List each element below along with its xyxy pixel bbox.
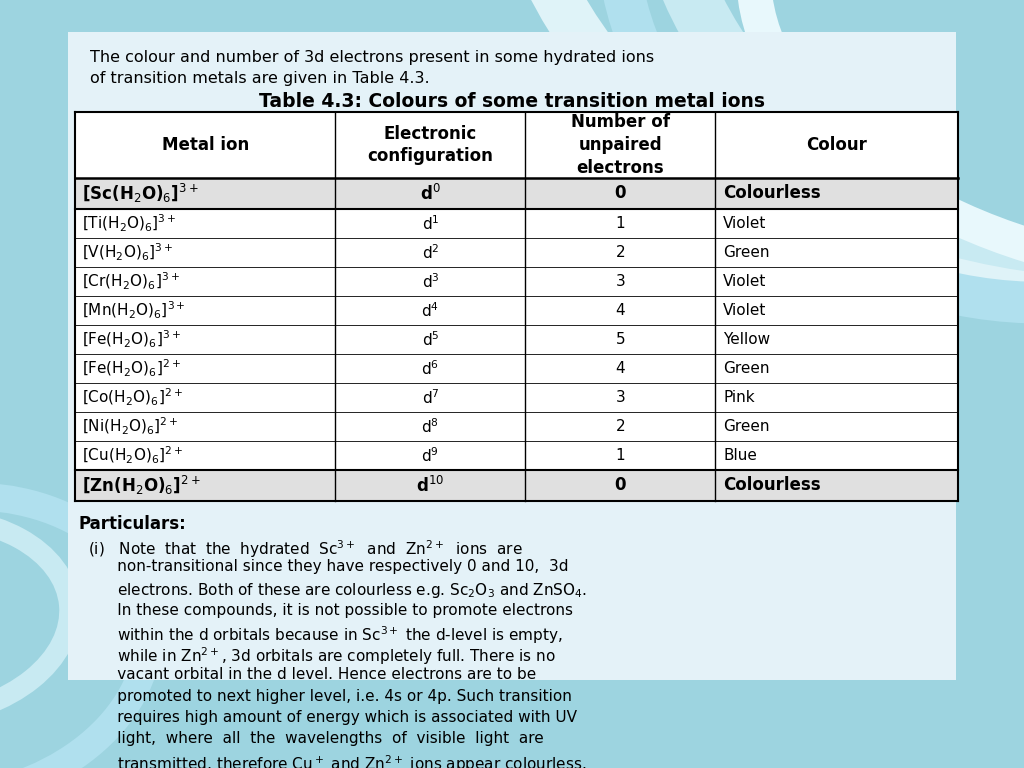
Text: requires high amount of energy which is associated with UV: requires high amount of energy which is … [88,710,577,725]
Text: [Ni(H$_2$O)$_6$]$^{2+}$: [Ni(H$_2$O)$_6$]$^{2+}$ [82,416,178,437]
Text: Violet: Violet [723,216,767,231]
Text: d$^{10}$: d$^{10}$ [417,475,444,495]
Text: 1: 1 [615,216,625,231]
Text: Colourless: Colourless [723,184,821,203]
Text: 4: 4 [615,303,625,318]
FancyBboxPatch shape [75,470,958,501]
Text: 3: 3 [615,390,625,405]
Text: Particulars:: Particulars: [78,515,185,533]
Text: 2: 2 [615,245,625,260]
Text: d$^4$: d$^4$ [422,301,439,319]
Text: d$^3$: d$^3$ [422,272,439,291]
FancyBboxPatch shape [75,178,958,209]
Text: Colourless: Colourless [723,476,821,495]
Text: Colour: Colour [806,136,867,154]
Text: [Sc(H$_2$O)$_6$]$^{3+}$: [Sc(H$_2$O)$_6$]$^{3+}$ [82,182,199,205]
Text: [Cr(H$_2$O)$_6$]$^{3+}$: [Cr(H$_2$O)$_6$]$^{3+}$ [82,271,180,292]
Text: [Ti(H$_2$O)$_6$]$^{3+}$: [Ti(H$_2$O)$_6$]$^{3+}$ [82,213,176,234]
Text: [Fe(H$_2$O)$_6$]$^{3+}$: [Fe(H$_2$O)$_6$]$^{3+}$ [82,329,181,350]
Text: 0: 0 [614,184,626,203]
FancyBboxPatch shape [75,112,958,501]
Text: electrons. Both of these are colourless e.g. Sc$_2$O$_3$ and ZnSO$_4$.: electrons. Both of these are colourless … [88,581,587,600]
Text: light,  where  all  the  wavelengths  of  visible  light  are: light, where all the wavelengths of visi… [88,731,544,746]
Text: promoted to next higher level, i.e. 4s or 4p. Such transition: promoted to next higher level, i.e. 4s o… [88,688,571,703]
Text: 4: 4 [615,361,625,376]
Text: within the d orbitals because in Sc$^{3+}$ the d-level is empty,: within the d orbitals because in Sc$^{3+… [88,624,563,646]
Text: [Fe(H$_2$O)$_6$]$^{2+}$: [Fe(H$_2$O)$_6$]$^{2+}$ [82,358,181,379]
Text: d$^8$: d$^8$ [422,417,439,436]
Text: Violet: Violet [723,303,767,318]
Text: d$^0$: d$^0$ [420,184,440,204]
Text: Violet: Violet [723,274,767,289]
Text: Electronic
configuration: Electronic configuration [368,124,494,165]
Text: d$^2$: d$^2$ [422,243,439,262]
Text: Table 4.3: Colours of some transition metal ions: Table 4.3: Colours of some transition me… [259,92,765,111]
Text: 2: 2 [615,419,625,434]
Text: Green: Green [723,361,770,376]
Text: [Cu(H$_2$O)$_6$]$^{2+}$: [Cu(H$_2$O)$_6$]$^{2+}$ [82,445,183,466]
Text: Number of
unpaired
electrons: Number of unpaired electrons [570,113,670,177]
Text: transmitted, therefore Cu$^+$ and Zn$^{2+}$ ions appear colourless.: transmitted, therefore Cu$^+$ and Zn$^{2… [88,753,587,768]
Text: In these compounds, it is not possible to promote electrons: In these compounds, it is not possible t… [88,603,573,617]
Text: The colour and number of 3d electrons present in some hydrated ions: The colour and number of 3d electrons pr… [90,50,654,65]
Text: 0: 0 [614,476,626,495]
Text: 1: 1 [615,448,625,463]
Text: Pink: Pink [723,390,755,405]
Text: Green: Green [723,245,770,260]
Text: [V(H$_2$O)$_6$]$^{3+}$: [V(H$_2$O)$_6$]$^{3+}$ [82,242,173,263]
Text: vacant orbital in the d level. Hence electrons are to be: vacant orbital in the d level. Hence ele… [88,667,537,682]
Text: d$^5$: d$^5$ [422,330,439,349]
Text: Green: Green [723,419,770,434]
Text: d$^7$: d$^7$ [422,388,439,407]
Text: 5: 5 [615,332,625,347]
Text: 3: 3 [615,274,625,289]
Text: while in Zn$^{2+}$, 3d orbitals are completely full. There is no: while in Zn$^{2+}$, 3d orbitals are comp… [88,645,556,667]
FancyBboxPatch shape [68,32,956,680]
Text: d$^6$: d$^6$ [422,359,439,378]
Text: [Mn(H$_2$O)$_6$]$^{3+}$: [Mn(H$_2$O)$_6$]$^{3+}$ [82,300,185,321]
Text: of transition metals are given in Table 4.3.: of transition metals are given in Table … [90,71,430,86]
Text: d$^9$: d$^9$ [422,446,439,465]
Text: Metal ion: Metal ion [162,136,249,154]
Text: (i)   Note  that  the  hydrated  Sc$^{3+}$  and  Zn$^{2+}$  ions  are: (i) Note that the hydrated Sc$^{3+}$ and… [88,538,522,560]
Text: [Zn(H$_2$O)$_6$]$^{2+}$: [Zn(H$_2$O)$_6$]$^{2+}$ [82,474,201,497]
Text: Yellow: Yellow [723,332,770,347]
Text: [Co(H$_2$O)$_6$]$^{2+}$: [Co(H$_2$O)$_6$]$^{2+}$ [82,387,183,408]
Text: non-transitional since they have respectively 0 and 10,  3d: non-transitional since they have respect… [88,560,568,574]
Text: Blue: Blue [723,448,757,463]
Text: d$^1$: d$^1$ [422,214,439,233]
